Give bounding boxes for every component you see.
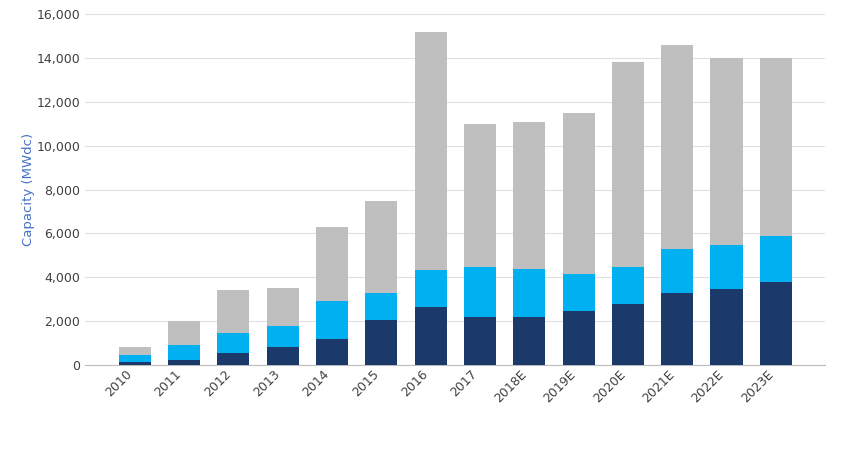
Bar (365, 320, 397, 365)
Bar (513, 269, 545, 317)
Bar (119, 362, 151, 365)
Bar (414, 307, 447, 365)
Bar (316, 339, 348, 365)
Bar (168, 321, 200, 345)
Y-axis label: Capacity (MWdc): Capacity (MWdc) (21, 133, 35, 246)
Bar (464, 267, 496, 317)
Bar (711, 58, 743, 246)
Bar (563, 274, 595, 311)
Bar (119, 347, 151, 355)
Bar (661, 249, 694, 292)
Bar (316, 301, 348, 339)
Bar (168, 359, 200, 365)
Bar (217, 333, 249, 353)
Bar (661, 292, 694, 365)
Bar (612, 267, 644, 304)
Bar (464, 317, 496, 365)
Bar (266, 326, 299, 347)
Bar (760, 58, 791, 235)
Bar (711, 289, 743, 365)
Bar (217, 353, 249, 365)
Bar (760, 282, 791, 365)
Bar (612, 304, 644, 365)
Bar (365, 292, 397, 320)
Bar (563, 311, 595, 365)
Bar (661, 45, 694, 249)
Bar (414, 270, 447, 307)
Bar (414, 31, 447, 270)
Bar (760, 235, 791, 282)
Bar (266, 288, 299, 326)
Bar (316, 227, 348, 301)
Bar (266, 347, 299, 365)
Bar (513, 317, 545, 365)
Bar (711, 246, 743, 289)
Bar (217, 291, 249, 333)
Bar (168, 345, 200, 359)
Bar (365, 200, 397, 292)
Bar (563, 113, 595, 274)
Bar (513, 122, 545, 269)
Bar (612, 62, 644, 267)
Bar (464, 124, 496, 267)
Bar (119, 355, 151, 362)
